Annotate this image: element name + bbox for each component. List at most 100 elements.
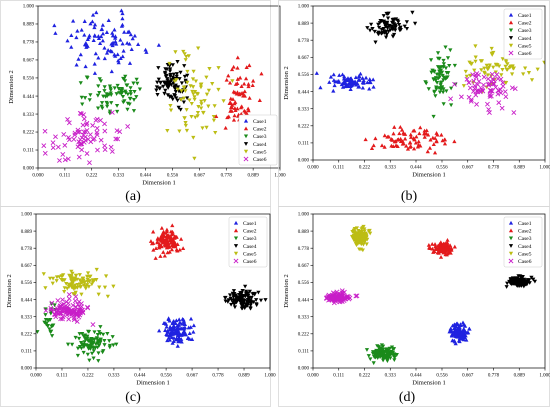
data-point	[164, 227, 170, 232]
data-point	[250, 83, 255, 88]
data-point	[367, 77, 372, 81]
data-point	[189, 101, 194, 106]
data-point	[177, 317, 182, 322]
legend-label-case1: Case1	[243, 221, 257, 227]
data-point	[479, 87, 485, 93]
data-point	[233, 295, 238, 300]
data-point	[354, 243, 359, 248]
data-point	[113, 34, 118, 39]
data-point	[66, 292, 72, 297]
data-point	[423, 80, 428, 84]
data-point	[210, 82, 215, 86]
data-point	[191, 323, 196, 328]
legend-marker-case3	[243, 134, 249, 139]
data-point	[75, 129, 81, 135]
data-point	[485, 73, 490, 78]
data-point	[113, 136, 119, 142]
data-point	[120, 88, 125, 92]
data-point	[496, 100, 502, 106]
data-point	[79, 95, 84, 100]
data-point	[42, 150, 48, 156]
y-tick-label: 0.556	[21, 281, 33, 286]
data-point	[466, 80, 472, 85]
data-point	[385, 350, 390, 355]
data-point	[110, 335, 115, 339]
data-point	[391, 20, 396, 25]
data-point	[364, 233, 369, 238]
data-point	[85, 334, 90, 339]
data-point	[404, 20, 409, 25]
data-point	[223, 125, 228, 130]
data-point	[69, 269, 74, 274]
x-tick-label: 0.111	[59, 174, 70, 179]
series-case6	[41, 110, 131, 166]
data-point	[165, 81, 170, 86]
data-point	[242, 81, 247, 86]
data-point	[392, 353, 398, 358]
data-point	[176, 335, 182, 340]
data-point	[229, 109, 234, 113]
data-point	[156, 42, 161, 47]
legend-box	[228, 216, 268, 268]
data-point	[214, 114, 219, 119]
data-point	[114, 128, 120, 134]
data-point	[127, 102, 132, 107]
data-point	[88, 93, 93, 97]
data-point	[511, 66, 516, 71]
data-point	[386, 354, 391, 359]
data-point	[165, 93, 170, 97]
data-point	[523, 66, 528, 71]
data-point	[67, 137, 72, 143]
data-point	[83, 284, 88, 289]
legend-marker-case2	[233, 228, 239, 233]
data-point	[82, 19, 87, 23]
data-point	[503, 58, 509, 63]
data-point	[370, 27, 375, 31]
data-point	[369, 146, 375, 150]
data-point	[187, 331, 192, 335]
data-point	[432, 242, 438, 246]
data-point	[414, 134, 419, 139]
data-point	[444, 76, 449, 80]
data-point	[482, 66, 487, 71]
y-tick-label: 0.333	[298, 107, 310, 112]
data-point	[79, 135, 85, 141]
y-tick-label: 0.333	[298, 315, 310, 320]
data-point	[169, 235, 174, 240]
data-point	[92, 25, 97, 30]
data-point	[164, 234, 169, 239]
data-point	[439, 247, 445, 252]
data-point	[228, 302, 234, 307]
data-point	[75, 308, 81, 314]
data-point	[239, 303, 244, 307]
data-point	[136, 42, 141, 47]
data-point	[474, 88, 480, 94]
data-point	[447, 63, 452, 68]
series-case1	[157, 316, 196, 348]
data-point	[110, 33, 115, 38]
data-point	[102, 147, 108, 153]
y-axis-label: Dimension 2	[6, 274, 13, 307]
data-point	[263, 298, 268, 302]
data-point	[337, 73, 342, 77]
data-point	[212, 104, 217, 109]
data-point	[339, 82, 344, 87]
data-point	[65, 342, 71, 347]
data-point	[201, 111, 206, 115]
data-point	[163, 238, 168, 243]
legend-marker-case6	[508, 50, 514, 56]
legend-label-case5: Case5	[253, 149, 267, 155]
data-point	[163, 67, 168, 72]
data-point	[393, 139, 398, 143]
series-case4	[222, 284, 268, 311]
data-point	[381, 347, 386, 352]
x-tick-label: 0.333	[385, 374, 397, 379]
data-point	[75, 353, 80, 358]
data-point	[115, 83, 120, 88]
legend-marker-case3	[508, 28, 514, 33]
data-point	[245, 291, 250, 296]
data-point	[120, 41, 125, 46]
data-point	[444, 89, 449, 94]
data-point	[72, 292, 78, 297]
data-point	[122, 99, 127, 104]
